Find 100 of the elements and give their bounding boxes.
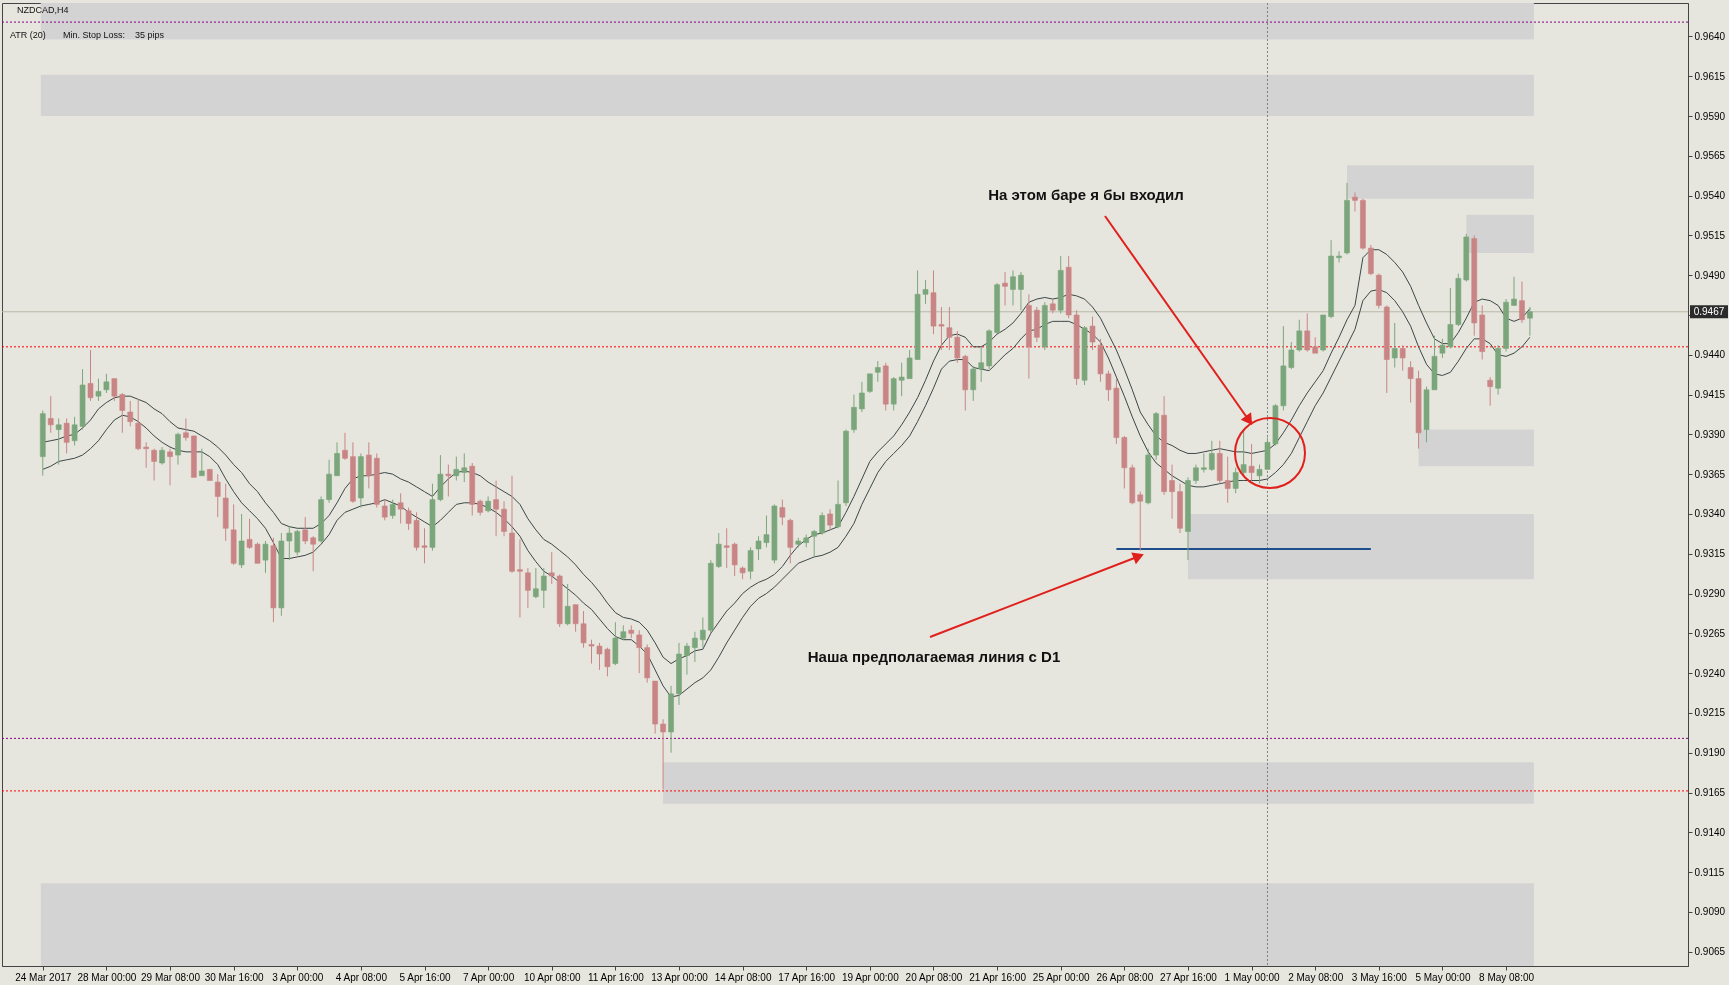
x-tick-label: 25 Apr 00:00 [1032, 971, 1091, 983]
candlestick [167, 448, 173, 486]
candlestick [175, 432, 181, 466]
candlestick [715, 532, 722, 569]
candlestick [1296, 319, 1303, 353]
candlestick [1232, 467, 1239, 494]
candlestick [183, 417, 189, 442]
candlestick [851, 394, 857, 434]
y-tick-label: 0.9265 [1694, 627, 1726, 639]
candlestick [533, 567, 539, 599]
y-tick-label: 0.9315 [1694, 548, 1726, 560]
y-tick-label: 0.9415 [1694, 389, 1726, 401]
x-tick-label: 1 May 00:00 [1224, 971, 1281, 983]
candlestick [660, 718, 666, 790]
candlestick [970, 365, 977, 402]
x-tick-label: 20 Apr 08:00 [905, 971, 963, 983]
x-tick-label: 29 Mar 08:00 [141, 971, 201, 983]
candlestick [342, 432, 348, 461]
candlestick [525, 567, 531, 609]
candlestick [867, 373, 873, 394]
candlestick [302, 516, 309, 545]
y-tick-label: 0.9140 [1694, 826, 1726, 838]
candlestick [1511, 276, 1517, 306]
candlestick [1018, 271, 1024, 311]
annotation: На этом баре я бы входил [988, 186, 1184, 203]
y-tick-label: 0.9215 [1694, 707, 1726, 719]
candlestick [151, 448, 157, 482]
candlestick [684, 642, 690, 676]
x-tick-label: 10 Apr 08:00 [523, 971, 582, 983]
x-tick-label: 30 Mar 16:00 [204, 971, 265, 983]
candlestick [1209, 440, 1215, 472]
x-tick-label: 2 May 08:00 [1288, 971, 1344, 983]
y-tick-label: 0.9515 [1694, 229, 1726, 241]
annotation: Наша предполагаемая линия с D1 [807, 648, 1061, 665]
candlestick [1137, 491, 1144, 552]
x-tick-label: 5 May 00:00 [1415, 971, 1471, 983]
y-tick-label: 0.9090 [1694, 906, 1726, 918]
y-tick-label: 0.9615 [1694, 70, 1726, 82]
x-tick-label: 17 Apr 16:00 [778, 971, 836, 983]
x-tick-label: 21 Apr 16:00 [969, 971, 1027, 983]
candlestick [835, 480, 841, 529]
x-tick-label: 3 Apr 00:00 [272, 971, 324, 983]
y-tick-label: 0.9065 [1694, 946, 1726, 958]
candlestick [1240, 429, 1247, 477]
candlestick [747, 546, 754, 580]
candlestick [453, 456, 460, 482]
candlestick [978, 346, 984, 383]
y-tick-label: 0.9240 [1694, 667, 1726, 679]
candlestick [366, 441, 372, 489]
candlestick [1089, 316, 1096, 351]
candlestick [636, 629, 643, 674]
candlestick [564, 583, 571, 626]
candlestick [389, 499, 396, 520]
x-tick-label: 26 Apr 08:00 [1096, 971, 1154, 983]
y-tick-label: 0.9365 [1694, 468, 1726, 480]
line-series [42, 289, 1531, 698]
x-tick-label: 28 Mar 00:00 [77, 971, 137, 983]
candlestick [381, 499, 388, 521]
y-tick-label: 0.9290 [1694, 588, 1726, 600]
candlestick [1224, 456, 1231, 504]
y-tick-label: 0.9565 [1694, 150, 1726, 162]
x-tick-label: 19 Apr 00:00 [841, 971, 900, 983]
candlestick [819, 511, 825, 536]
candlestick [238, 513, 245, 569]
candlestick [859, 381, 865, 413]
chart-title: NZDCAD,H4 [17, 5, 69, 15]
candlestick [1010, 269, 1016, 306]
candlestick [501, 500, 507, 537]
candlestick [397, 492, 404, 524]
candlestick [493, 480, 499, 537]
candlestick [517, 538, 523, 618]
candlestick [731, 542, 738, 577]
candlestick [1002, 271, 1008, 306]
candlestick [811, 529, 817, 558]
candlestick [310, 535, 316, 572]
candlestick [779, 499, 786, 526]
candlestick [461, 452, 468, 483]
y-tick-label: 0.9540 [1694, 190, 1726, 202]
candlestick [47, 395, 54, 434]
candlestick [294, 529, 301, 556]
candlestick [87, 349, 94, 402]
x-tick-label: 8 May 08:00 [1479, 971, 1535, 983]
candlestick [103, 373, 110, 394]
candlestick [723, 527, 730, 569]
x-tick-label: 27 Apr 16:00 [1160, 971, 1218, 983]
y-tick-label: 0.9165 [1694, 787, 1726, 798]
candlestick [875, 360, 881, 383]
candlestick [127, 400, 134, 427]
candlestick [700, 616, 706, 649]
x-tick-label: 3 May 16:00 [1351, 971, 1408, 983]
ref-line-label: 0.9467 [1693, 305, 1725, 317]
x-tick-label: 4 Apr 08:00 [335, 971, 388, 983]
candlestick [63, 417, 70, 454]
candlestick [214, 473, 221, 518]
x-tick-label: 5 Apr 16:00 [399, 971, 452, 983]
candlestick [445, 464, 452, 497]
candlestick [1399, 344, 1406, 372]
x-tick-label: 7 Apr 00:00 [463, 971, 515, 983]
y-tick-label: 0.9390 [1694, 428, 1726, 440]
candlestick [199, 448, 205, 477]
